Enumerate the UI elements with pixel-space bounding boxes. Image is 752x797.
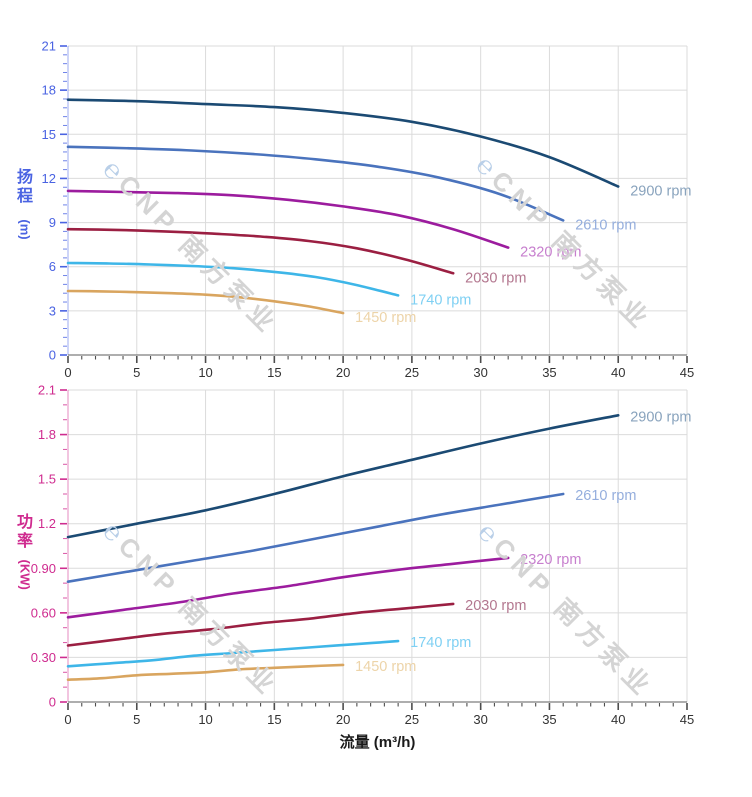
curve-label-2610-rpm-head: 2610 rpm: [575, 217, 636, 233]
x-tick-label: 10: [198, 712, 212, 727]
x-tick-label: 40: [611, 365, 625, 380]
curve-label-2030-rpm-head: 2030 rpm: [465, 270, 526, 286]
y-axis-title-power-text: 功率: [17, 514, 34, 551]
y-tick-label: 9: [49, 215, 56, 230]
curve-label-1450-rpm-head: 1450 rpm: [355, 310, 416, 326]
curve-label-2320-rpm-power: 2320 rpm: [520, 552, 581, 568]
y-tick-label: 15: [42, 127, 56, 142]
y-tick-label: 0: [49, 695, 56, 710]
y-tick-label: 3: [49, 303, 56, 318]
x-tick-label: 35: [542, 365, 556, 380]
curve-1740-rpm-head: [66, 261, 400, 297]
curve-2900-rpm-power: [66, 414, 620, 539]
x-tick-label: 20: [336, 712, 350, 727]
x-tick-label: 0: [64, 712, 71, 727]
y-tick-label: 1.5: [38, 472, 56, 487]
y-axis-unit-head: (m): [17, 219, 33, 240]
y-tick-label: 2.1: [38, 383, 56, 398]
curve-label-2030-rpm-power: 2030 rpm: [465, 598, 526, 614]
x-tick-label: 20: [336, 365, 350, 380]
curve-label-2900-rpm-power: 2900 rpm: [630, 409, 691, 425]
x-tick-label: 0: [64, 365, 71, 380]
curve-label-2320-rpm-head: 2320 rpm: [520, 245, 581, 261]
x-tick-label: 45: [680, 712, 694, 727]
x-tick-label: 30: [473, 365, 487, 380]
x-tick-label: 25: [405, 712, 419, 727]
y-tick-label: 0: [49, 348, 56, 363]
x-tick-label: 15: [267, 365, 281, 380]
curve-2320-rpm-power: [66, 556, 510, 619]
y-tick-label: 6: [49, 259, 56, 274]
curve-2900-rpm-head: [66, 98, 620, 188]
y-tick-label: 1.8: [38, 427, 56, 442]
chart-power: 0 5 10 15 20 25 30 35 40 45 0 0.30 0.60 0.90 1.2 1.5 1.8…: [31, 383, 695, 728]
curve-2610-rpm-head: [66, 145, 565, 222]
curve-2030-rpm-head: [66, 227, 455, 275]
x-axis-title: 流量 (m³/h): [339, 734, 416, 751]
chart-head: 0 5 10 15 20 25 30 35 40 45 0 3 6 9 12 15 18 21 2900 rpm 26…: [42, 39, 695, 381]
y-tick-label: 12: [42, 171, 56, 186]
x-tick-label: 35: [542, 712, 556, 727]
curve-label-2610-rpm-power: 2610 rpm: [575, 488, 636, 504]
x-tick-label: 40: [611, 712, 625, 727]
y-axis-title-head-text: 扬程: [17, 169, 34, 206]
x-tick-label: 25: [405, 365, 419, 380]
curve-label-1740-rpm-power: 1740 rpm: [410, 635, 471, 651]
y-tick-label: 21: [42, 39, 56, 54]
y-tick-label: 1.2: [38, 516, 56, 531]
y-tick-label: 0.90: [31, 561, 56, 576]
x-tick-label: 30: [473, 712, 487, 727]
y-tick-label: 18: [42, 83, 56, 98]
x-tick-label: 5: [133, 365, 140, 380]
x-tick-label: 45: [680, 365, 694, 380]
curve-label-1450-rpm-power: 1450 rpm: [355, 659, 416, 675]
x-tick-label: 10: [198, 365, 212, 380]
x-tick-label: 15: [267, 712, 281, 727]
y-axis-title-head: 扬程 (m): [10, 168, 40, 240]
y-tick-label: 0.30: [31, 650, 56, 665]
x-tick-label: 5: [133, 712, 140, 727]
curve-label-2900-rpm-head: 2900 rpm: [630, 184, 691, 200]
curve-2320-rpm-head: [66, 189, 510, 249]
curve-2030-rpm-power: [66, 602, 455, 647]
curve-1450-rpm-head: [66, 289, 345, 315]
curve-1740-rpm-power: [66, 639, 400, 668]
y-axis-unit-power: (KW): [17, 559, 33, 591]
curve-1450-rpm-power: [66, 663, 345, 681]
curve-label-1740-rpm-head: 1740 rpm: [410, 292, 471, 308]
y-tick-label: 0.60: [31, 605, 56, 620]
curve-2610-rpm-power: [66, 492, 565, 583]
y-axis-title-power: 功率 (KW): [10, 513, 40, 590]
